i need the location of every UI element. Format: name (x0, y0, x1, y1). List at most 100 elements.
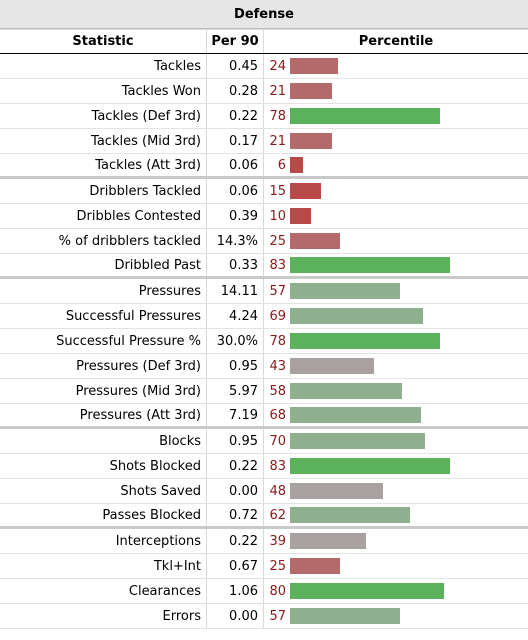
table-row: Tackles (Mid 3rd) 0.17 21 (0, 129, 528, 154)
per90-value: 0.28 (207, 79, 264, 103)
percentile-bar (290, 583, 444, 599)
per90-value: 0.00 (207, 604, 264, 628)
percentile-cell: 69 (264, 304, 528, 328)
header-statistic[interactable]: Statistic (0, 30, 207, 53)
stat-name: Dribbles Contested (0, 204, 207, 228)
table-row: Passes Blocked 0.72 62 (0, 504, 528, 529)
percentile-cell: 62 (264, 504, 528, 526)
stat-name: Passes Blocked (0, 504, 207, 526)
percentile-value: 57 (269, 608, 286, 624)
percentile-bar (290, 183, 321, 199)
percentile-bar (290, 333, 440, 349)
percentile-bar (290, 133, 332, 149)
percentile-cell: 57 (264, 279, 528, 303)
table-row: Pressures (Mid 3rd) 5.97 58 (0, 379, 528, 404)
percentile-value: 58 (269, 383, 286, 399)
per90-value: 0.33 (207, 254, 264, 276)
header-per90[interactable]: Per 90 (207, 30, 264, 53)
per90-value: 5.97 (207, 379, 264, 403)
table-row: Tkl+Int 0.67 25 (0, 554, 528, 579)
stat-name: Interceptions (0, 529, 207, 553)
percentile-cell: 48 (264, 479, 528, 503)
per90-value: 0.95 (207, 354, 264, 378)
percentile-bar (290, 58, 338, 74)
stat-name: Successful Pressures (0, 304, 207, 328)
percentile-cell: 78 (264, 329, 528, 353)
percentile-cell: 39 (264, 529, 528, 553)
percentile-bar (290, 358, 374, 374)
percentile-bar (290, 608, 400, 624)
percentile-bar (290, 233, 340, 249)
per90-value: 4.24 (207, 304, 264, 328)
table-body: Tackles 0.45 24 Tackles Won 0.28 21 Tackles (D… (0, 54, 528, 629)
percentile-cell: 83 (264, 454, 528, 478)
table-row: Interceptions 0.22 39 (0, 529, 528, 554)
percentile-bar (290, 533, 366, 549)
per90-value: 0.06 (207, 179, 264, 203)
percentile-cell: 15 (264, 179, 528, 203)
percentile-value: 78 (269, 108, 286, 124)
percentile-value: 70 (269, 433, 286, 449)
percentile-bar (290, 257, 450, 273)
percentile-cell: 10 (264, 204, 528, 228)
percentile-cell: 78 (264, 104, 528, 128)
stat-name: Pressures (Def 3rd) (0, 354, 207, 378)
table-row: Dribbles Contested 0.39 10 (0, 204, 528, 229)
percentile-value: 68 (269, 407, 286, 423)
percentile-cell: 57 (264, 604, 528, 628)
percentile-bar (290, 433, 425, 449)
stat-name: Pressures (Mid 3rd) (0, 379, 207, 403)
stat-name: Clearances (0, 579, 207, 603)
table-row: Dribblers Tackled 0.06 15 (0, 179, 528, 204)
percentile-value: 6 (277, 157, 286, 173)
percentile-cell: 83 (264, 254, 528, 276)
percentile-cell: 70 (264, 429, 528, 453)
percentile-cell: 68 (264, 404, 528, 426)
percentile-value: 57 (269, 283, 286, 299)
percentile-value: 83 (269, 257, 286, 273)
percentile-value: 25 (269, 558, 286, 574)
stat-name: Successful Pressure % (0, 329, 207, 353)
percentile-value: 62 (269, 507, 286, 523)
percentile-cell: 21 (264, 79, 528, 103)
stat-name: Pressures (0, 279, 207, 303)
stat-name: Tackles (0, 54, 207, 78)
percentile-bar (290, 308, 423, 324)
percentile-value: 39 (269, 533, 286, 549)
table-row: Pressures 14.11 57 (0, 279, 528, 304)
per90-value: 0.00 (207, 479, 264, 503)
percentile-bar (290, 108, 440, 124)
table-row: Blocks 0.95 70 (0, 429, 528, 454)
percentile-value: 78 (269, 333, 286, 349)
percentile-cell: 21 (264, 129, 528, 153)
table-row: Shots Blocked 0.22 83 (0, 454, 528, 479)
per90-value: 0.67 (207, 554, 264, 578)
percentile-value: 15 (269, 183, 286, 199)
per90-value: 0.22 (207, 454, 264, 478)
table-row: Tackles (Att 3rd) 0.06 6 (0, 154, 528, 179)
percentile-value: 21 (269, 133, 286, 149)
stat-name: Dribblers Tackled (0, 179, 207, 203)
percentile-bar (290, 208, 311, 224)
percentile-cell: 80 (264, 579, 528, 603)
stat-name: Pressures (Att 3rd) (0, 404, 207, 426)
per90-value: 14.3% (207, 229, 264, 253)
percentile-bar (290, 458, 450, 474)
header-percentile[interactable]: Percentile (358, 34, 434, 49)
percentile-value: 21 (269, 83, 286, 99)
stat-name: % of dribblers tackled (0, 229, 207, 253)
stat-name: Tackles (Mid 3rd) (0, 129, 207, 153)
stat-name: Tkl+Int (0, 554, 207, 578)
table-row: % of dribblers tackled 14.3% 25 (0, 229, 528, 254)
stat-name: Tackles Won (0, 79, 207, 103)
table-row: Successful Pressure % 30.0% 78 (0, 329, 528, 354)
percentile-bar (290, 407, 421, 423)
per90-value: 7.19 (207, 404, 264, 426)
percentile-cell: 6 (264, 154, 528, 176)
header-row: Statistic Per 90 Percentile (0, 29, 528, 54)
percentile-bar (290, 83, 332, 99)
table-row: Pressures (Att 3rd) 7.19 68 (0, 404, 528, 429)
percentile-value: 80 (269, 583, 286, 599)
per90-value: 14.11 (207, 279, 264, 303)
table-row: Pressures (Def 3rd) 0.95 43 (0, 354, 528, 379)
